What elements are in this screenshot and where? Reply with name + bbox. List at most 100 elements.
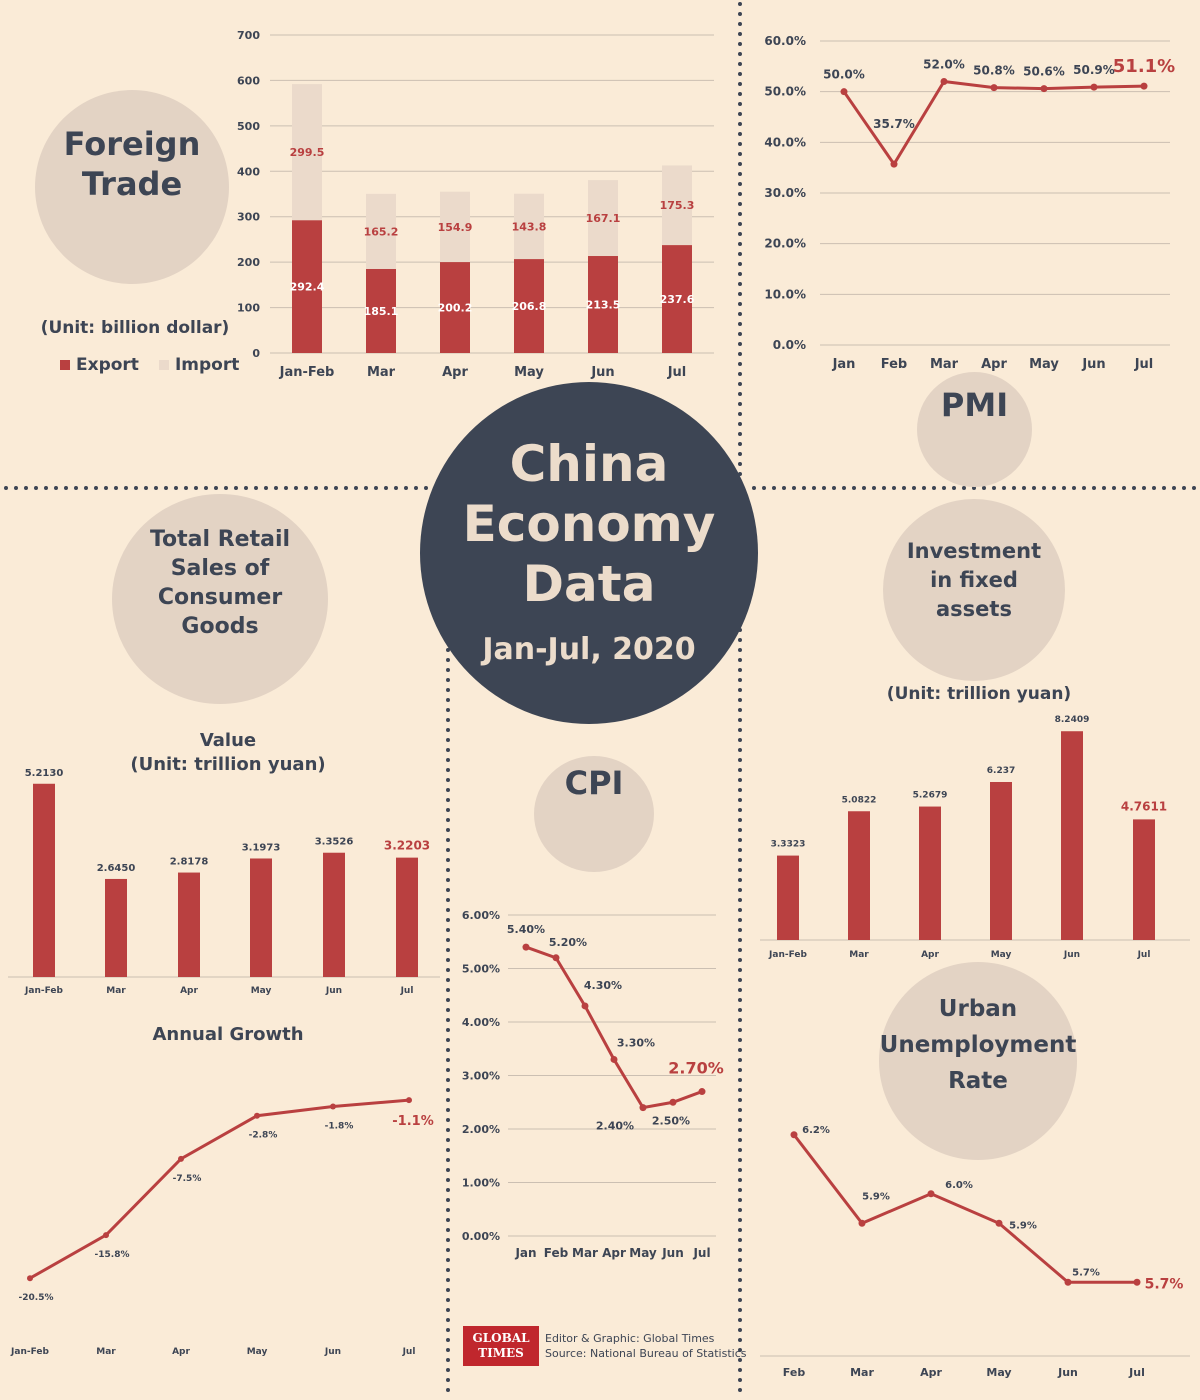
x-tick-label: Mar xyxy=(850,1366,874,1379)
cpi-data-label: 2.70% xyxy=(668,1059,724,1078)
import-value-label: 175.3 xyxy=(660,199,695,212)
x-tick-label: Jul xyxy=(402,1347,416,1357)
x-tick-label: Mar xyxy=(572,1246,598,1260)
x-tick-label: Mar xyxy=(930,357,959,372)
export-value-label: 213.5 xyxy=(586,299,621,312)
cpi-point xyxy=(552,954,560,962)
export-bar xyxy=(366,268,396,353)
foreign-trade-title: Foreign Trade xyxy=(63,125,201,203)
export-bar xyxy=(440,262,470,353)
x-tick-label: Feb xyxy=(544,1246,569,1260)
y-tick-label: 30.0% xyxy=(764,186,806,200)
x-tick-label: May xyxy=(991,950,1012,960)
retail-title: Total Retail Sales of Consumer Goods xyxy=(149,527,291,639)
import-value-label: 299.5 xyxy=(290,146,325,159)
pmi-data-label: 50.0% xyxy=(823,68,865,82)
import-bar xyxy=(662,165,692,246)
pmi-title: PMI xyxy=(940,386,1009,424)
investment-value-label: 8.2409 xyxy=(1055,715,1090,725)
y-tick-label: 0.0% xyxy=(773,338,806,352)
unemployment-point xyxy=(1064,1278,1072,1286)
foreign-trade-bubble xyxy=(35,90,229,284)
export-value-label: 237.6 xyxy=(660,293,695,306)
x-tick-label: Jul xyxy=(667,365,687,380)
retail-value-bar xyxy=(33,783,55,977)
cpi-data-label: 3.30% xyxy=(617,1036,655,1049)
x-tick-label: Apr xyxy=(442,365,468,380)
cpi-point xyxy=(639,1104,647,1112)
x-tick-label: Mar xyxy=(367,365,396,380)
hub-subtitle: Jan-Jul, 2020 xyxy=(482,632,696,667)
x-tick-label: Mar xyxy=(849,950,869,960)
y-tick-label: 300 xyxy=(237,211,260,224)
unemployment-point xyxy=(927,1190,935,1198)
y-tick-label: 10.0% xyxy=(764,287,806,301)
x-tick-label: Jul xyxy=(1137,950,1151,960)
unemployment-data-label: 5.9% xyxy=(1009,1220,1037,1231)
import-bar xyxy=(440,191,470,263)
x-tick-label: Jul xyxy=(1134,357,1154,372)
cpi-title: CPI xyxy=(564,764,624,802)
cpi-data-label: 2.40% xyxy=(596,1120,634,1133)
y-tick-label: 200 xyxy=(237,256,260,269)
x-tick-label: Jun xyxy=(325,986,342,996)
x-tick-label: Jan-Feb xyxy=(279,365,335,380)
y-tick-label: 1.00% xyxy=(462,1177,500,1190)
cpi-point xyxy=(610,1055,618,1063)
x-tick-label: Apr xyxy=(602,1246,626,1260)
y-tick-label: 60.0% xyxy=(764,34,806,48)
import-value-label: 167.1 xyxy=(586,212,621,225)
cpi-data-label: 4.30% xyxy=(584,979,622,992)
retail-growth-title: Annual Growth xyxy=(152,1024,304,1045)
cpi-point xyxy=(581,1002,589,1010)
x-tick-label: Apr xyxy=(180,986,198,996)
x-tick-label: Mar xyxy=(96,1347,116,1357)
x-tick-label: Feb xyxy=(783,1366,806,1379)
investment-bar xyxy=(919,806,941,940)
import-value-label: 154.9 xyxy=(438,221,473,234)
growth-data-label: -20.5% xyxy=(19,1293,54,1303)
import-bar xyxy=(514,193,544,260)
unemployment-data-label: 5.7% xyxy=(1072,1267,1100,1278)
x-tick-label: Jan xyxy=(832,357,856,372)
investment-value-label: 4.7611 xyxy=(1121,799,1167,813)
cpi-series-line xyxy=(525,945,703,1110)
central-hub: China Economy Data Jan-Jul, 2020 xyxy=(420,382,758,724)
pmi-data-label: 50.8% xyxy=(973,64,1015,78)
growth-point xyxy=(406,1097,412,1104)
y-tick-label: 5.00% xyxy=(462,963,500,976)
unemployment-data-label: 6.0% xyxy=(945,1180,973,1191)
x-tick-label: May xyxy=(629,1246,657,1260)
x-tick-label: Jan-Feb xyxy=(768,950,807,960)
unemployment-point xyxy=(858,1219,866,1227)
pmi-point xyxy=(1140,82,1148,90)
growth-series-line xyxy=(29,1098,410,1280)
export-bar xyxy=(662,245,692,353)
x-tick-label: Jun xyxy=(1081,357,1105,372)
investment-value-label: 5.2679 xyxy=(913,791,948,801)
growth-data-label: -2.8% xyxy=(249,1131,278,1141)
x-tick-label: Jun xyxy=(1057,1366,1078,1379)
cpi-point xyxy=(698,1088,706,1096)
y-tick-label: 0 xyxy=(252,347,260,360)
pmi-data-label: 51.1% xyxy=(1113,56,1175,77)
y-tick-label: 50.0% xyxy=(764,85,806,99)
y-tick-label: 600 xyxy=(237,74,260,87)
growth-data-label: -1.8% xyxy=(325,1122,354,1132)
export-value-label: 200.2 xyxy=(438,302,473,315)
pmi-point xyxy=(890,160,898,168)
x-tick-label: Jan-Feb xyxy=(24,986,63,996)
pmi-point xyxy=(940,78,948,86)
export-value-label: 185.1 xyxy=(364,305,399,318)
y-tick-label: 100 xyxy=(237,302,260,315)
hub-title: China Economy Data xyxy=(462,435,716,613)
x-tick-label: May xyxy=(986,1366,1011,1379)
source-credit: Source: National Bureau of Statistics xyxy=(545,1347,747,1360)
unemployment-series-line xyxy=(792,1133,1137,1284)
retail-value-bar xyxy=(396,857,418,977)
footer-credits: Editor & Graphic: Global Times Source: N… xyxy=(545,1331,746,1361)
growth-point xyxy=(178,1155,184,1162)
footer: GLOBAL TIMES Editor & Graphic: Global Ti… xyxy=(463,1326,746,1366)
growth-point xyxy=(330,1103,336,1110)
retail-bubble xyxy=(112,494,328,704)
